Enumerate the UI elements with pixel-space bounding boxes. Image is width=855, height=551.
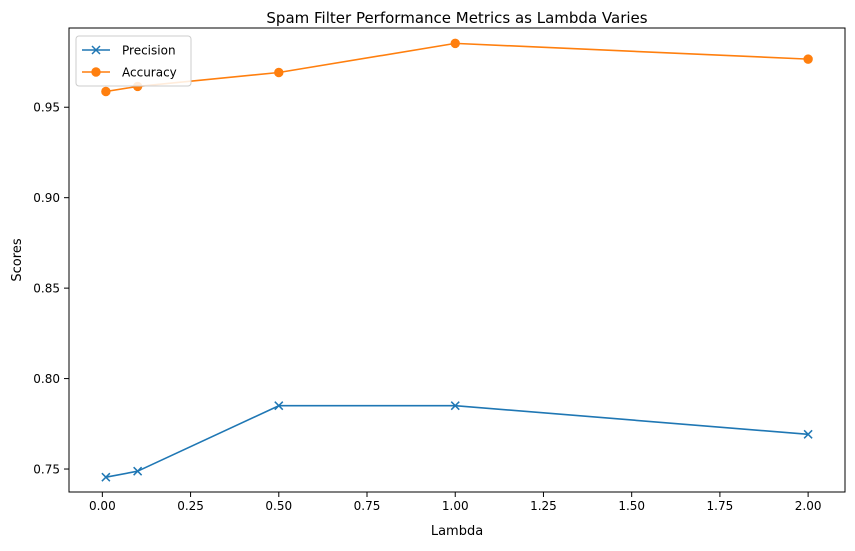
y-tick-label: 0.90 [33, 191, 60, 205]
accuracy-point [450, 38, 460, 49]
precision-point [274, 401, 284, 411]
legend-frame [75, 35, 192, 87]
precision-point [450, 401, 460, 411]
accuracy-point [274, 67, 284, 78]
precision-point [101, 472, 111, 482]
x-tick-label: 1.50 [618, 499, 645, 513]
y-axis-label: Scores [10, 238, 25, 281]
precision-point [803, 429, 813, 439]
x-tick-label: 0.00 [89, 499, 116, 513]
legend: Precision Accuracy [75, 35, 192, 87]
series-layer [101, 38, 813, 482]
accuracy-point [101, 86, 111, 97]
legend-accuracy-label: Accuracy [122, 66, 177, 80]
y-tick-label: 0.75 [33, 463, 60, 477]
x-tick-label: 0.75 [354, 499, 381, 513]
legend-precision-marker [91, 45, 101, 55]
x-axis-ticks: 0.00 0.25 0.50 0.75 1.00 1.25 1.50 1.75 2.00 [89, 492, 821, 513]
y-axis-ticks: 0.75 0.80 0.85 0.90 0.95 [33, 101, 69, 477]
precision-point [133, 466, 143, 476]
x-tick-label: 1.25 [530, 499, 557, 513]
chart-title: Spam Filter Performance Metrics as Lambd… [266, 9, 647, 27]
accuracy-point [803, 54, 813, 64]
y-tick-label: 0.80 [33, 372, 60, 386]
legend-accuracy-marker [91, 67, 101, 77]
x-tick-label: 0.25 [177, 499, 204, 513]
x-tick-label: 2.00 [795, 499, 822, 513]
x-tick-label: 0.50 [265, 499, 292, 513]
x-axis-label: Lambda [431, 524, 483, 539]
plot-area [68, 27, 846, 493]
y-tick-label: 0.95 [33, 101, 60, 115]
x-tick-label: 1.75 [707, 499, 734, 513]
x-tick-label: 1.00 [442, 499, 469, 513]
legend-precision-label: Precision [122, 44, 176, 58]
y-tick-label: 0.85 [33, 282, 60, 296]
